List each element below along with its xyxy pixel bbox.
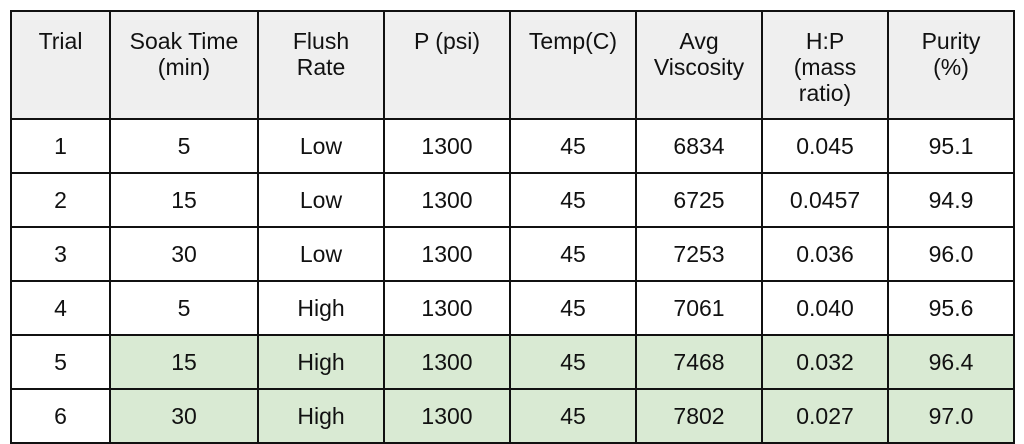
trial-number-cell: 1 — [10, 118, 111, 174]
column-header: Trial — [10, 10, 111, 120]
column-header: P (psi) — [383, 10, 511, 120]
table-row: 4 5 High 1300 45 7061 0.040 95.6 — [10, 280, 1015, 336]
table-cell: 1300 — [383, 388, 511, 444]
column-header-line: (%) — [933, 54, 969, 80]
table-cell: 0.040 — [761, 280, 889, 336]
table-cell: 15 — [109, 334, 259, 390]
table-cell: 95.1 — [887, 118, 1015, 174]
table-cell: 0.027 — [761, 388, 889, 444]
column-header-line: Trial — [38, 28, 83, 54]
table-cell: 15 — [109, 172, 259, 228]
table-cell: 7061 — [635, 280, 763, 336]
trial-number-cell: 3 — [10, 226, 111, 282]
column-header-line: Temp(C) — [528, 28, 618, 54]
column-header-line: (mass — [793, 54, 857, 80]
table-cell: 0.0457 — [761, 172, 889, 228]
table-cell: 1300 — [383, 118, 511, 174]
table-cell: 7253 — [635, 226, 763, 282]
table-cell: 45 — [509, 280, 637, 336]
table-row: 5 15 High 1300 45 7468 0.032 96.4 — [10, 334, 1015, 390]
column-header-line: Viscosity — [653, 54, 745, 80]
column-header: Flush Rate — [257, 10, 385, 120]
table-cell: 1300 — [383, 226, 511, 282]
trial-number-cell: 4 — [10, 280, 111, 336]
column-header-line: Rate — [296, 54, 346, 80]
column-header-line: Flush — [292, 28, 350, 54]
table-cell: 97.0 — [887, 388, 1015, 444]
table-cell: 7802 — [635, 388, 763, 444]
table-container: Trial Soak Time (min) Flush Rate P (psi) Temp(… — [10, 10, 1015, 444]
trial-number-cell: 5 — [10, 334, 111, 390]
trial-number-cell: 6 — [10, 388, 111, 444]
table-cell: 30 — [109, 226, 259, 282]
table-cell: 6834 — [635, 118, 763, 174]
table-cell: High — [257, 280, 385, 336]
table-row: 3 30 Low 1300 45 7253 0.036 96.0 — [10, 226, 1015, 282]
column-header: Avg Viscosity — [635, 10, 763, 120]
column-header-line: P (psi) — [413, 28, 481, 54]
table-cell: 45 — [509, 226, 637, 282]
table-cell: 0.032 — [761, 334, 889, 390]
table-header-row: Trial Soak Time (min) Flush Rate P (psi) Temp(… — [10, 10, 1015, 120]
table-cell: 45 — [509, 388, 637, 444]
column-header-line: ratio) — [798, 80, 852, 106]
table-cell: 7468 — [635, 334, 763, 390]
table-cell: 45 — [509, 118, 637, 174]
table-cell: Low — [257, 226, 385, 282]
table-row: 6 30 High 1300 45 7802 0.027 97.0 — [10, 388, 1015, 444]
table-cell: 96.0 — [887, 226, 1015, 282]
table-body: 1 5 Low 1300 45 6834 0.045 95.1 2 15 Low 1300 45 6725… — [10, 118, 1015, 444]
table-cell: 5 — [109, 280, 259, 336]
column-header-line: Avg — [679, 28, 719, 54]
table-cell: 45 — [509, 334, 637, 390]
column-header-line: H:P — [805, 28, 845, 54]
table-cell: 45 — [509, 172, 637, 228]
column-header: Temp(C) — [509, 10, 637, 120]
column-header: Soak Time (min) — [109, 10, 259, 120]
table-cell: 0.045 — [761, 118, 889, 174]
table-cell: 94.9 — [887, 172, 1015, 228]
column-header: H:P (mass ratio) — [761, 10, 889, 120]
column-header-line: Purity — [921, 28, 981, 54]
column-header-line: Soak Time — [129, 28, 239, 54]
table-cell: 1300 — [383, 280, 511, 336]
column-header: Purity (%) — [887, 10, 1015, 120]
table-row: 2 15 Low 1300 45 6725 0.0457 94.9 — [10, 172, 1015, 228]
table-cell: 96.4 — [887, 334, 1015, 390]
table-cell: Low — [257, 118, 385, 174]
column-header-line: (min) — [157, 54, 211, 80]
table-cell: 95.6 — [887, 280, 1015, 336]
table-cell: High — [257, 334, 385, 390]
trial-number-cell: 2 — [10, 172, 111, 228]
table-cell: High — [257, 388, 385, 444]
table-cell: 0.036 — [761, 226, 889, 282]
table-row: 1 5 Low 1300 45 6834 0.045 95.1 — [10, 118, 1015, 174]
data-table: Trial Soak Time (min) Flush Rate P (psi) Temp(… — [10, 10, 1015, 444]
table-cell: 1300 — [383, 334, 511, 390]
table-cell: 30 — [109, 388, 259, 444]
table-cell: Low — [257, 172, 385, 228]
table-cell: 5 — [109, 118, 259, 174]
table-cell: 6725 — [635, 172, 763, 228]
table-cell: 1300 — [383, 172, 511, 228]
